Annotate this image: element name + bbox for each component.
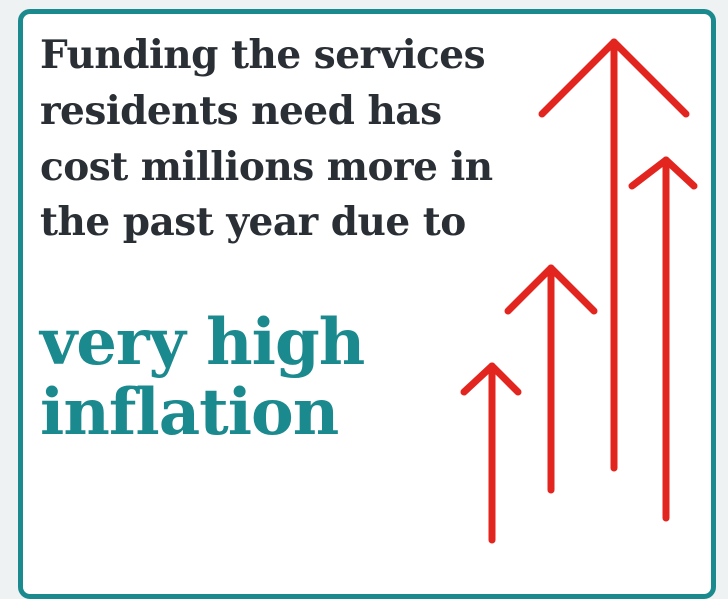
- headline-text: Funding the services residents need has …: [40, 28, 560, 251]
- highlight-text: very high inflation: [40, 305, 460, 451]
- up-arrow-icon-3: [504, 264, 598, 494]
- headline-line-4: the past year due to: [40, 199, 466, 246]
- up-arrow-icon-1: [538, 38, 690, 472]
- headline-line-3: cost millions more in: [40, 143, 493, 190]
- highlight-line-2: inflation: [40, 375, 339, 451]
- headline-line-2: residents need has: [40, 87, 442, 134]
- highlight-line-1: very high: [40, 305, 365, 380]
- info-card: [18, 9, 716, 599]
- rising-arrows-graphic: [460, 38, 698, 544]
- up-arrow-icon-2: [628, 156, 698, 522]
- up-arrow-icon-4: [460, 362, 522, 544]
- headline-line-1: Funding the services: [40, 32, 486, 78]
